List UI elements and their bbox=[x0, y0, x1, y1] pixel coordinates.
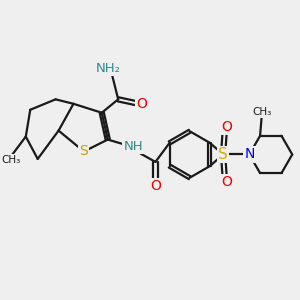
Text: S: S bbox=[218, 147, 228, 162]
Text: NH₂: NH₂ bbox=[96, 61, 121, 74]
Text: O: O bbox=[136, 97, 147, 111]
Text: CH₃: CH₃ bbox=[252, 107, 271, 117]
Text: O: O bbox=[221, 120, 232, 134]
Text: CH₃: CH₃ bbox=[1, 155, 20, 165]
Text: O: O bbox=[221, 175, 232, 189]
Text: N: N bbox=[244, 148, 254, 161]
Text: NH: NH bbox=[123, 140, 143, 153]
Text: S: S bbox=[80, 145, 88, 158]
Text: O: O bbox=[150, 179, 161, 193]
